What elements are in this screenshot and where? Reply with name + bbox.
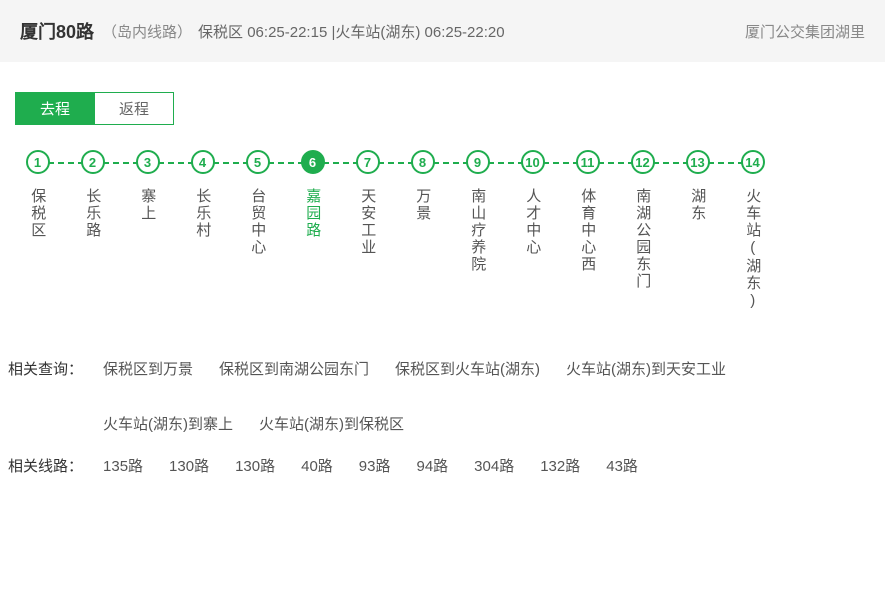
related-query-link[interactable]: 火车站(湖东)到天安工业 — [566, 356, 726, 385]
related-query-link[interactable]: 火车站(湖东)到保税区 — [259, 411, 404, 440]
related-query-link[interactable]: 保税区到火车站(湖东) — [395, 356, 540, 385]
related-route-link[interactable]: 132路 — [540, 453, 580, 482]
related-route-link[interactable]: 130路 — [235, 453, 275, 482]
stop-name-label: 保税区 — [28, 188, 48, 239]
stop-name-label: 南湖公园东门 — [633, 188, 653, 290]
related-route-link[interactable]: 43路 — [606, 453, 638, 482]
stop-number-badge: 9 — [466, 150, 490, 174]
stop-name-label: 嘉园路 — [303, 188, 323, 239]
stop-name-label: 湖东 — [688, 188, 708, 222]
related-routes-links: 135路 130路 130路 40路 93路 94路 304路 132路 43路 — [103, 453, 877, 482]
related-queries-label: 相关查询： — [8, 358, 83, 379]
stop-item[interactable]: 8 万景 — [395, 150, 450, 222]
related-query-link[interactable]: 保税区到南湖公园东门 — [219, 356, 369, 385]
stop-number-badge: 12 — [631, 150, 655, 174]
stop-item[interactable]: 1 保税区 — [10, 150, 65, 239]
stop-name-label: 万景 — [413, 188, 433, 222]
stop-number-badge: 10 — [521, 150, 545, 174]
stop-item[interactable]: 14 火车站(湖东) — [725, 150, 780, 311]
stop-number-badge: 1 — [26, 150, 50, 174]
stop-item[interactable]: 7 天安工业 — [340, 150, 395, 256]
stop-name-label: 体育中心西 — [578, 188, 598, 273]
related-route-link[interactable]: 40路 — [301, 453, 333, 482]
direction-tabs: 去程 返程 — [15, 92, 885, 125]
stop-number-badge: 14 — [741, 150, 765, 174]
stop-item[interactable]: 11 体育中心西 — [560, 150, 615, 273]
route-subtitle: （岛内线路） — [102, 21, 192, 42]
related-query-link[interactable]: 保税区到万景 — [103, 356, 193, 385]
stop-number-badge: 2 — [81, 150, 105, 174]
stop-name-label: 台贸中心 — [248, 188, 268, 256]
related-section: 相关查询： 保税区到万景保税区到南湖公园东门保税区到火车站(湖东) 火车站(湖东)… — [0, 346, 885, 506]
related-routes-row: 相关线路： 135路 130路 130路 40路 93路 94路 304路 132路 43路 — [8, 453, 877, 482]
stop-number-badge: 6 — [301, 150, 325, 174]
related-route-link[interactable]: 94路 — [416, 453, 448, 482]
stop-number-badge: 7 — [356, 150, 380, 174]
stop-number-badge: 5 — [246, 150, 270, 174]
tab-backward[interactable]: 返程 — [94, 92, 174, 125]
tab-forward[interactable]: 去程 — [15, 92, 94, 125]
stop-name-label: 长乐村 — [193, 188, 213, 239]
stop-item[interactable]: 13 湖东 — [670, 150, 725, 222]
stop-item[interactable]: 9 南山疗养院 — [450, 150, 505, 273]
stop-name-label: 人才中心 — [523, 188, 543, 256]
stop-name-label: 火车站(湖东) — [743, 188, 763, 311]
stop-item[interactable]: 12 南湖公园东门 — [615, 150, 670, 290]
route-company: 厦门公交集团湖里 — [745, 21, 865, 42]
stop-name-label: 南山疗养院 — [468, 188, 488, 273]
related-route-link[interactable]: 135路 — [103, 453, 143, 482]
related-route-link[interactable]: 304路 — [474, 453, 514, 482]
stop-number-badge: 13 — [686, 150, 710, 174]
related-routes-label: 相关线路： — [8, 455, 83, 476]
stop-item[interactable]: 3 寨上 — [120, 150, 175, 222]
related-route-link[interactable]: 130路 — [169, 453, 209, 482]
stops-row: 1 保税区 2 长乐路 3 寨上 4 长乐村 5 台贸中心 6 嘉园路 7 天安工业 8 万景 9 南山疗养院 10… — [0, 150, 885, 346]
stop-number-badge: 3 — [136, 150, 160, 174]
stop-number-badge: 8 — [411, 150, 435, 174]
stop-item[interactable]: 10 人才中心 — [505, 150, 560, 256]
stop-number-badge: 11 — [576, 150, 600, 174]
stop-name-label: 天安工业 — [358, 188, 378, 256]
route-title: 厦门80路 — [20, 18, 94, 44]
stop-name-label: 长乐路 — [83, 188, 103, 239]
related-queries-row: 相关查询： 保税区到万景保税区到南湖公园东门保税区到火车站(湖东) 火车站(湖东)… — [8, 356, 877, 439]
related-queries-links: 保税区到万景保税区到南湖公园东门保税区到火车站(湖东) 火车站(湖东)到天安工业火… — [103, 356, 877, 439]
route-header: 厦门80路 （岛内线路） 保税区 06:25-22:15 |火车站(湖东) 06… — [0, 0, 885, 62]
related-route-link[interactable]: 93路 — [359, 453, 391, 482]
related-query-link[interactable]: 火车站(湖东)到寨上 — [103, 411, 233, 440]
stop-item[interactable]: 5 台贸中心 — [230, 150, 285, 256]
stop-name-label: 寨上 — [138, 188, 158, 222]
route-schedule: 保税区 06:25-22:15 |火车站(湖东) 06:25-22:20 — [198, 21, 505, 42]
stop-number-badge: 4 — [191, 150, 215, 174]
